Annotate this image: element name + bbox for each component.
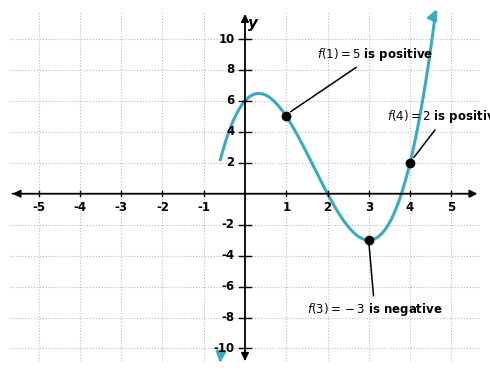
Text: 2: 2 xyxy=(323,202,332,215)
Text: -5: -5 xyxy=(32,202,45,215)
Text: -4: -4 xyxy=(74,202,87,215)
Text: -8: -8 xyxy=(221,311,235,324)
Text: -2: -2 xyxy=(221,218,235,231)
Text: -2: -2 xyxy=(156,202,169,215)
Text: 3: 3 xyxy=(365,202,373,215)
Text: -3: -3 xyxy=(115,202,128,215)
Text: -1: -1 xyxy=(197,202,210,215)
Text: 4: 4 xyxy=(226,125,235,138)
Text: y: y xyxy=(248,16,258,31)
Text: 5: 5 xyxy=(447,202,455,215)
Text: 2: 2 xyxy=(226,156,235,169)
Text: -6: -6 xyxy=(221,280,235,293)
Text: $f(1) = 5$ is positive: $f(1) = 5$ is positive xyxy=(291,46,433,112)
Text: $f(4) = 2$ is positive: $f(4) = 2$ is positive xyxy=(388,108,490,157)
Text: 1: 1 xyxy=(282,202,291,215)
Text: -10: -10 xyxy=(214,342,235,355)
Text: 6: 6 xyxy=(226,94,235,108)
Text: $f(3) = -3$ is negative: $f(3) = -3$ is negative xyxy=(307,244,442,318)
Text: -4: -4 xyxy=(221,249,235,262)
Text: 4: 4 xyxy=(406,202,414,215)
Text: 8: 8 xyxy=(226,64,235,77)
Text: 10: 10 xyxy=(219,32,235,45)
